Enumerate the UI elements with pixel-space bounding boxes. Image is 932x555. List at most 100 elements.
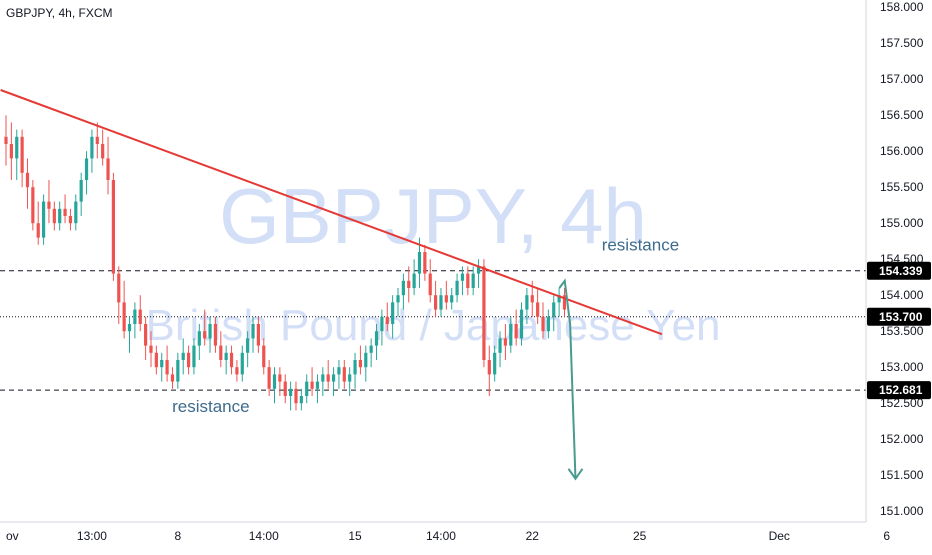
candle-body	[471, 273, 475, 288]
candle	[525, 288, 529, 324]
candle	[434, 280, 438, 317]
candle	[305, 374, 309, 404]
candle-body	[380, 316, 384, 332]
price-tick-label: 156.000	[880, 144, 924, 158]
horizontal-lines	[0, 270, 866, 391]
candle-body	[20, 136, 24, 173]
time-tick-label: 14:00	[249, 529, 279, 543]
candle-body	[364, 352, 368, 368]
candle-body	[498, 338, 502, 353]
candle-body	[15, 136, 19, 159]
candle-body	[186, 352, 191, 368]
candle-body	[455, 280, 459, 296]
candle-body	[337, 367, 341, 375]
price-tick-label: 154.000	[880, 288, 924, 302]
price-tick-label: 152.000	[880, 432, 924, 446]
candle-body	[321, 374, 325, 382]
drawings[interactable]: resistance resistance	[0, 89, 680, 481]
candle-body	[90, 136, 94, 159]
price-label-text: 153.700	[879, 310, 923, 324]
candle	[79, 172, 83, 216]
candle-body	[52, 208, 56, 224]
candle-body	[401, 280, 405, 296]
candle	[460, 266, 465, 296]
candle-body	[68, 216, 73, 224]
candle-body	[246, 338, 250, 353]
candle	[487, 345, 491, 396]
candle-body	[95, 136, 99, 144]
candle	[31, 180, 35, 231]
candle	[122, 280, 126, 339]
time-tick-label: 14:00	[426, 529, 456, 543]
candle-body	[229, 352, 234, 368]
candle	[364, 345, 368, 382]
candle	[423, 244, 427, 281]
candle-body	[262, 345, 266, 368]
candle	[203, 309, 207, 346]
candle-body	[434, 295, 438, 310]
candle	[101, 129, 105, 166]
candle	[165, 345, 169, 382]
candle	[219, 331, 223, 368]
candle	[235, 360, 239, 382]
candle-body	[79, 180, 83, 202]
candle-body	[224, 352, 228, 360]
candle-body	[74, 201, 78, 224]
time-axis[interactable]: ov 13:00 8 14:00 15 14:00 22 25 Dec 6	[0, 521, 890, 543]
candle	[25, 158, 30, 209]
candle	[493, 345, 497, 382]
candle-body	[25, 172, 30, 188]
candle	[47, 180, 51, 224]
candle	[299, 388, 303, 411]
candle	[428, 259, 432, 303]
candle	[20, 129, 24, 188]
candle-body	[423, 252, 427, 274]
price-tick-label: 157.000	[880, 72, 924, 86]
candle-body	[509, 324, 513, 346]
candles[interactable]	[4, 115, 567, 411]
candle	[337, 360, 341, 389]
candle-body	[106, 158, 110, 180]
candle	[149, 331, 153, 368]
price-tick-label: 156.500	[880, 108, 924, 122]
candle-body	[310, 381, 314, 389]
candle	[170, 367, 175, 389]
candle	[106, 136, 110, 195]
candle-body	[4, 136, 8, 144]
forecast-arrow	[558, 278, 577, 479]
candle	[197, 324, 201, 360]
candle	[455, 273, 459, 303]
price-label-box	[867, 307, 931, 326]
candle-body	[235, 367, 239, 375]
time-tick-label: Dec	[769, 529, 790, 543]
candle	[117, 266, 121, 324]
candle-body	[203, 331, 207, 339]
price-tick-label: 157.500	[880, 36, 924, 50]
candle-body	[165, 360, 169, 375]
candle	[95, 122, 99, 159]
candle	[267, 360, 271, 396]
candle	[541, 302, 545, 339]
candle-body	[476, 266, 481, 274]
annotation-resistance: resistance	[172, 397, 249, 416]
candle	[127, 316, 132, 353]
candle-body	[444, 295, 448, 303]
candle	[289, 381, 293, 411]
candle	[111, 172, 115, 281]
time-tick-label: 6	[883, 529, 890, 543]
candle	[36, 201, 40, 245]
candle	[154, 345, 158, 375]
candle	[509, 316, 513, 353]
candle	[246, 331, 250, 368]
candle-body	[562, 295, 567, 310]
candle	[380, 309, 384, 346]
candle	[283, 374, 287, 404]
candle	[503, 324, 508, 360]
candle-body	[519, 309, 524, 339]
candle	[385, 302, 389, 332]
annotation-resistance: resistance	[602, 236, 679, 255]
candle	[181, 338, 185, 375]
candle	[68, 208, 73, 231]
